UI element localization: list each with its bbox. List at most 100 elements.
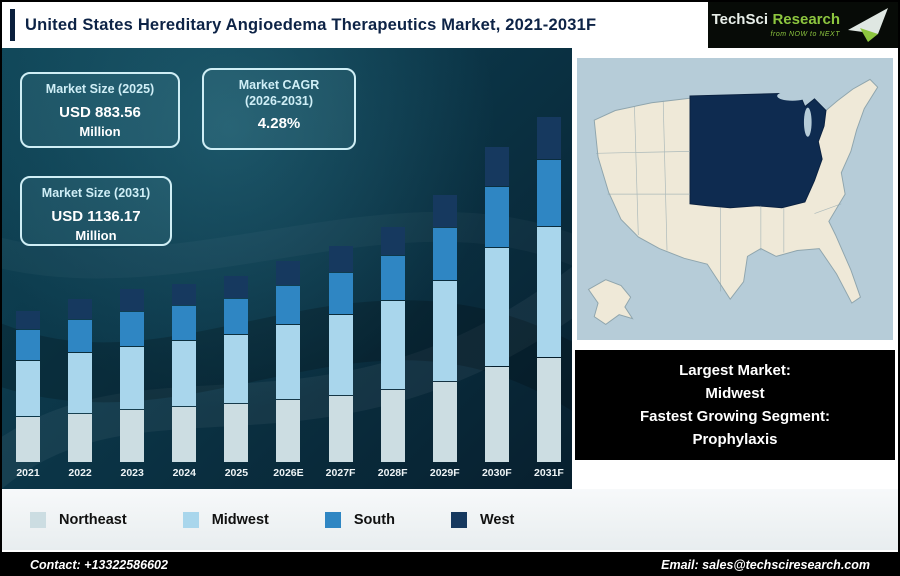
bar-segment-south <box>536 160 561 226</box>
legend-label: South <box>353 511 395 528</box>
bar-segment-midwest <box>120 347 145 409</box>
bar-segment-midwest <box>224 335 249 403</box>
legend: Northeast Midwest South West <box>30 511 515 528</box>
market-cagr-box: Market CAGR (2026-2031) 4.28% <box>202 68 356 150</box>
x-axis-label: 2027F <box>325 467 356 479</box>
bar-segment-midwest <box>172 341 197 406</box>
note-line: Largest Market: <box>679 362 791 379</box>
bar-segment-west <box>276 261 301 285</box>
bar-2025: 2025 <box>224 276 249 479</box>
bar-segment-northeast <box>120 410 145 462</box>
x-axis-label: 2026E <box>273 467 304 479</box>
bar-2031F: 2031F <box>534 117 564 479</box>
midwest-highlight-region <box>689 92 827 209</box>
legend-label: Midwest <box>211 511 269 528</box>
lake-superior <box>777 91 808 101</box>
footer: Contact: +13322586602 Email: sales@techs… <box>2 550 898 574</box>
x-axis-label: 2031F <box>534 467 564 479</box>
bar-segment-west <box>16 311 40 329</box>
logo-text: TechSci Research from NOW to NEXT <box>712 12 840 38</box>
market-size-2031-box: Market Size (2031) USD 1136.17 Million <box>20 176 172 246</box>
bar-segment-south <box>224 299 249 334</box>
bar-segment-northeast <box>432 382 457 462</box>
bar-segment-northeast <box>68 414 93 462</box>
x-axis-label: 2024 <box>172 467 196 479</box>
bar-2021: 2021 <box>16 311 40 479</box>
bar-segment-midwest <box>484 248 509 366</box>
bar-segment-northeast <box>536 358 561 462</box>
bar-segment-west <box>328 246 353 272</box>
bar-stack <box>276 261 301 462</box>
bar-segment-west <box>484 147 509 186</box>
stat-unit-2031: Million <box>75 227 117 243</box>
bar-stack <box>484 147 509 462</box>
note-line: Fastest Growing Segment: <box>639 408 831 425</box>
market-size-2025-box: Market Size (2025) USD 883.56 Million <box>20 72 180 148</box>
us-map-svg <box>587 78 879 326</box>
x-axis-label: 2023 <box>120 467 144 479</box>
paper-plane-icon <box>848 8 888 42</box>
techsci-logo: TechSci Research from NOW to NEXT <box>708 2 898 48</box>
bar-segment-west <box>172 284 197 305</box>
bar-segment-west <box>120 289 145 311</box>
bar-stack <box>536 117 561 462</box>
bar-2026E: 2026E <box>273 261 304 479</box>
legend-label: Northeast <box>59 511 127 528</box>
legend-item-northeast: Northeast <box>30 511 127 528</box>
bar-stack <box>380 227 405 462</box>
bar-segment-midwest <box>380 301 405 389</box>
x-axis-label: 2028F <box>377 467 408 479</box>
legend-item-south: South <box>324 511 395 528</box>
state-borders <box>596 100 842 292</box>
stat-value-2025: USD 883.56 <box>59 103 141 121</box>
footer-email: Email: sales@techsciresearch.com <box>661 558 870 572</box>
bar-segment-midwest <box>276 325 301 399</box>
chart-panel: Market Size (2025) USD 883.56 Million Ma… <box>2 48 572 489</box>
bar-segment-west <box>536 117 561 159</box>
bar-segment-south <box>68 320 93 352</box>
legend-strip: Northeast Midwest South West <box>2 489 898 550</box>
bar-segment-midwest <box>536 227 561 357</box>
bar-segment-west <box>432 195 457 227</box>
header: United States Hereditary Angioedema Ther… <box>2 2 898 48</box>
page-title: United States Hereditary Angioedema Ther… <box>25 15 597 34</box>
bar-segment-midwest <box>432 281 457 381</box>
legend-swatch-south <box>324 511 341 528</box>
bar-segment-northeast <box>484 367 509 462</box>
logo-brand2: Research <box>772 11 840 28</box>
legend-swatch-midwest <box>182 511 199 528</box>
bar-segment-northeast <box>276 400 301 462</box>
bar-stack <box>120 289 145 462</box>
logo-brand: TechSci <box>711 11 768 28</box>
bar-segment-northeast <box>16 417 40 462</box>
x-axis-label: 2021 <box>16 467 40 479</box>
bar-segment-midwest <box>16 361 40 416</box>
largest-market-note: Largest Market: Midwest Fastest Growing … <box>575 350 895 460</box>
bar-segment-south <box>16 330 40 360</box>
x-axis-label: 2022 <box>68 467 92 479</box>
legend-item-midwest: Midwest <box>182 511 269 528</box>
us-map <box>577 58 893 340</box>
bar-segment-northeast <box>224 404 249 462</box>
title-accent-bar <box>10 9 15 41</box>
legend-item-west: West <box>450 511 515 528</box>
x-axis-label: 2030F <box>481 467 512 479</box>
bar-stack <box>224 276 249 462</box>
cagr-value: 4.28% <box>257 115 301 133</box>
bar-segment-west <box>224 276 249 298</box>
bar-segment-west <box>380 227 405 255</box>
stat-label-2031: Market Size (2031) <box>41 186 151 200</box>
bar-2023: 2023 <box>120 289 145 479</box>
alaska <box>587 279 634 326</box>
bars: 2021 2022 2023 2024 2025 2026E 2027F 2028F 2029F… <box>16 117 564 479</box>
note-line: Midwest <box>705 385 765 402</box>
legend-label: West <box>479 511 515 528</box>
bar-segment-northeast <box>380 390 405 462</box>
lake-michigan <box>803 107 812 137</box>
bar-segment-south <box>432 228 457 280</box>
right-panel: Largest Market: Midwest Fastest Growing … <box>572 48 898 489</box>
footer-contact: Contact: +13322586602 <box>30 558 168 572</box>
bar-stack <box>432 195 457 462</box>
bar-2029F: 2029F <box>430 195 460 479</box>
cagr-label-line2: (2026-2031) <box>244 93 314 108</box>
